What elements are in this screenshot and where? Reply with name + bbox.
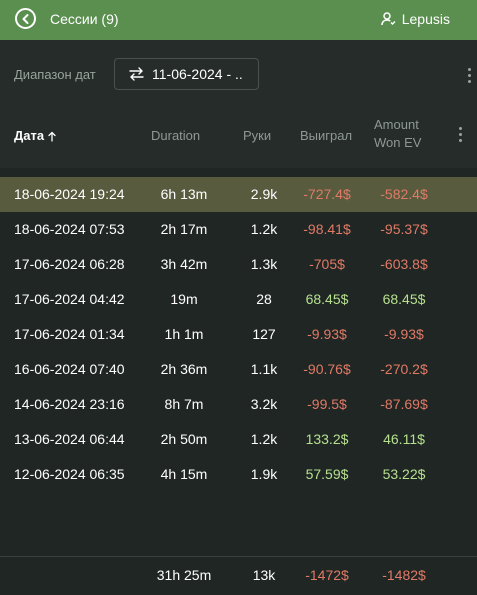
cell-won-ev: 68.45$ <box>382 291 426 307</box>
cell-won-ev: -582.4$ <box>380 186 428 202</box>
table-row[interactable]: 17-06-2024 01:34 1h 1m 127 -9.93$ -9.93$ <box>0 317 477 352</box>
cell-duration: 2h 17m <box>160 221 208 237</box>
cell-hands: 3.2k <box>250 396 278 412</box>
column-header-hands[interactable]: Руки <box>243 128 272 143</box>
cell-date: 12-06-2024 06:35 <box>14 466 125 482</box>
cell-won-ev: -270.2$ <box>380 361 428 377</box>
user-icon <box>380 12 396 26</box>
cell-won-ev: -9.93$ <box>384 326 424 342</box>
cell-duration: 4h 15m <box>160 466 208 482</box>
column-header-ev-line1: Amount <box>374 117 419 132</box>
cell-duration: 19m <box>170 291 198 307</box>
cell-duration: 3h 42m <box>160 256 208 272</box>
sessions-table-body: 18-06-2024 19:24 6h 13m 2.9k -727.4$ -58… <box>0 177 477 492</box>
cell-duration: 2h 50m <box>160 431 208 447</box>
totals-row: 31h 25m 13k -1472$ -1482$ <box>0 557 477 595</box>
total-duration: 31h 25m <box>156 567 212 583</box>
total-won: -1472$ <box>305 567 349 583</box>
date-range-button[interactable]: 11-06-2024 - .. <box>114 58 259 90</box>
cell-hands: 28 <box>256 291 272 307</box>
cell-hands: 1.3k <box>250 256 278 272</box>
user-name: Lepusis <box>401 11 450 27</box>
cell-won: -9.93$ <box>307 326 347 342</box>
cell-won-ev: 53.22$ <box>382 466 426 482</box>
date-range-value: 11-06-2024 - .. <box>152 66 243 82</box>
cell-date: 18-06-2024 07:53 <box>14 221 125 237</box>
cell-won-ev: 46.11$ <box>383 431 425 447</box>
column-header-ev-line2: Won EV <box>374 135 422 150</box>
cell-hands: 2.9k <box>250 186 278 202</box>
user-account-button[interactable]: Lepusis <box>380 11 450 27</box>
columns-more-menu-icon[interactable] <box>453 125 467 143</box>
cell-date: 16-06-2024 07:40 <box>14 361 125 377</box>
page-title: Сессии (9) <box>50 11 119 27</box>
cell-won-ev: -603.8$ <box>380 256 428 272</box>
total-hands: 13k <box>252 567 276 583</box>
cell-won: 133.2$ <box>305 431 349 447</box>
cell-hands: 1.1k <box>250 361 278 377</box>
table-row[interactable]: 12-06-2024 06:35 4h 15m 1.9k 57.59$ 53.2… <box>0 457 477 492</box>
table-row[interactable]: 16-06-2024 07:40 2h 36m 1.1k -90.76$ -27… <box>0 352 477 387</box>
date-filter-bar: Диапазон дат 11-06-2024 - .. <box>0 40 477 110</box>
table-row[interactable]: 18-06-2024 07:53 2h 17m 1.2k -98.41$ -95… <box>0 212 477 247</box>
cell-won: -99.5$ <box>307 396 347 412</box>
table-row[interactable]: 17-06-2024 06:28 3h 42m 1.3k -705$ -603.… <box>0 247 477 282</box>
table-row[interactable]: 17-06-2024 04:42 19m 28 68.45$ 68.45$ <box>0 282 477 317</box>
cell-date: 13-06-2024 06:44 <box>14 431 125 447</box>
table-row[interactable]: 13-06-2024 06:44 2h 50m 1.2k 133.2$ 46.1… <box>0 422 477 457</box>
column-header-won[interactable]: Выиграл <box>300 128 353 143</box>
cell-hands: 1.2k <box>250 431 278 447</box>
cell-won-ev: -87.69$ <box>380 396 428 412</box>
cell-duration: 8h 7m <box>164 396 204 412</box>
table-row[interactable]: 14-06-2024 23:16 8h 7m 3.2k -99.5$ -87.6… <box>0 387 477 422</box>
column-header-date-label: Дата <box>14 128 45 143</box>
cell-date: 17-06-2024 01:34 <box>14 326 125 342</box>
sort-up-arrow-icon <box>48 131 56 142</box>
table-header: Дата Duration Руки Выиграл Amount Won EV <box>0 110 477 168</box>
cell-won: -727.4$ <box>303 186 351 202</box>
cell-won: 68.45$ <box>305 291 349 307</box>
top-app-bar: Сессии (9) Lepusis <box>0 0 477 40</box>
swap-arrows-icon <box>129 67 144 81</box>
cell-date: 17-06-2024 06:28 <box>14 256 125 272</box>
cell-duration: 2h 36m <box>160 361 208 377</box>
column-header-duration[interactable]: Duration <box>151 128 201 143</box>
cell-won: -90.76$ <box>303 361 351 377</box>
total-won-ev: -1482$ <box>382 567 426 583</box>
column-header-date[interactable]: Дата <box>14 127 56 145</box>
filter-more-menu-icon[interactable] <box>462 66 476 84</box>
column-header-amount-won-ev[interactable]: Amount Won EV <box>374 116 434 152</box>
cell-date: 14-06-2024 23:16 <box>14 396 125 412</box>
back-arrow-icon <box>22 13 28 24</box>
cell-won: -98.41$ <box>303 221 351 237</box>
cell-duration: 1h 1m <box>164 326 204 342</box>
cell-hands: 1.9k <box>250 466 278 482</box>
cell-won: 57.59$ <box>305 466 349 482</box>
cell-hands: 1.2k <box>250 221 278 237</box>
table-row[interactable]: 18-06-2024 19:24 6h 13m 2.9k -727.4$ -58… <box>0 177 477 212</box>
back-button[interactable] <box>15 8 36 29</box>
cell-date: 18-06-2024 19:24 <box>14 186 125 202</box>
cell-date: 17-06-2024 04:42 <box>14 291 125 307</box>
date-range-label: Диапазон дат <box>14 67 96 82</box>
totals-divider <box>0 556 477 557</box>
cell-duration: 6h 13m <box>160 186 208 202</box>
cell-won: -705$ <box>309 256 345 272</box>
cell-hands: 127 <box>252 326 276 342</box>
cell-won-ev: -95.37$ <box>380 221 428 237</box>
